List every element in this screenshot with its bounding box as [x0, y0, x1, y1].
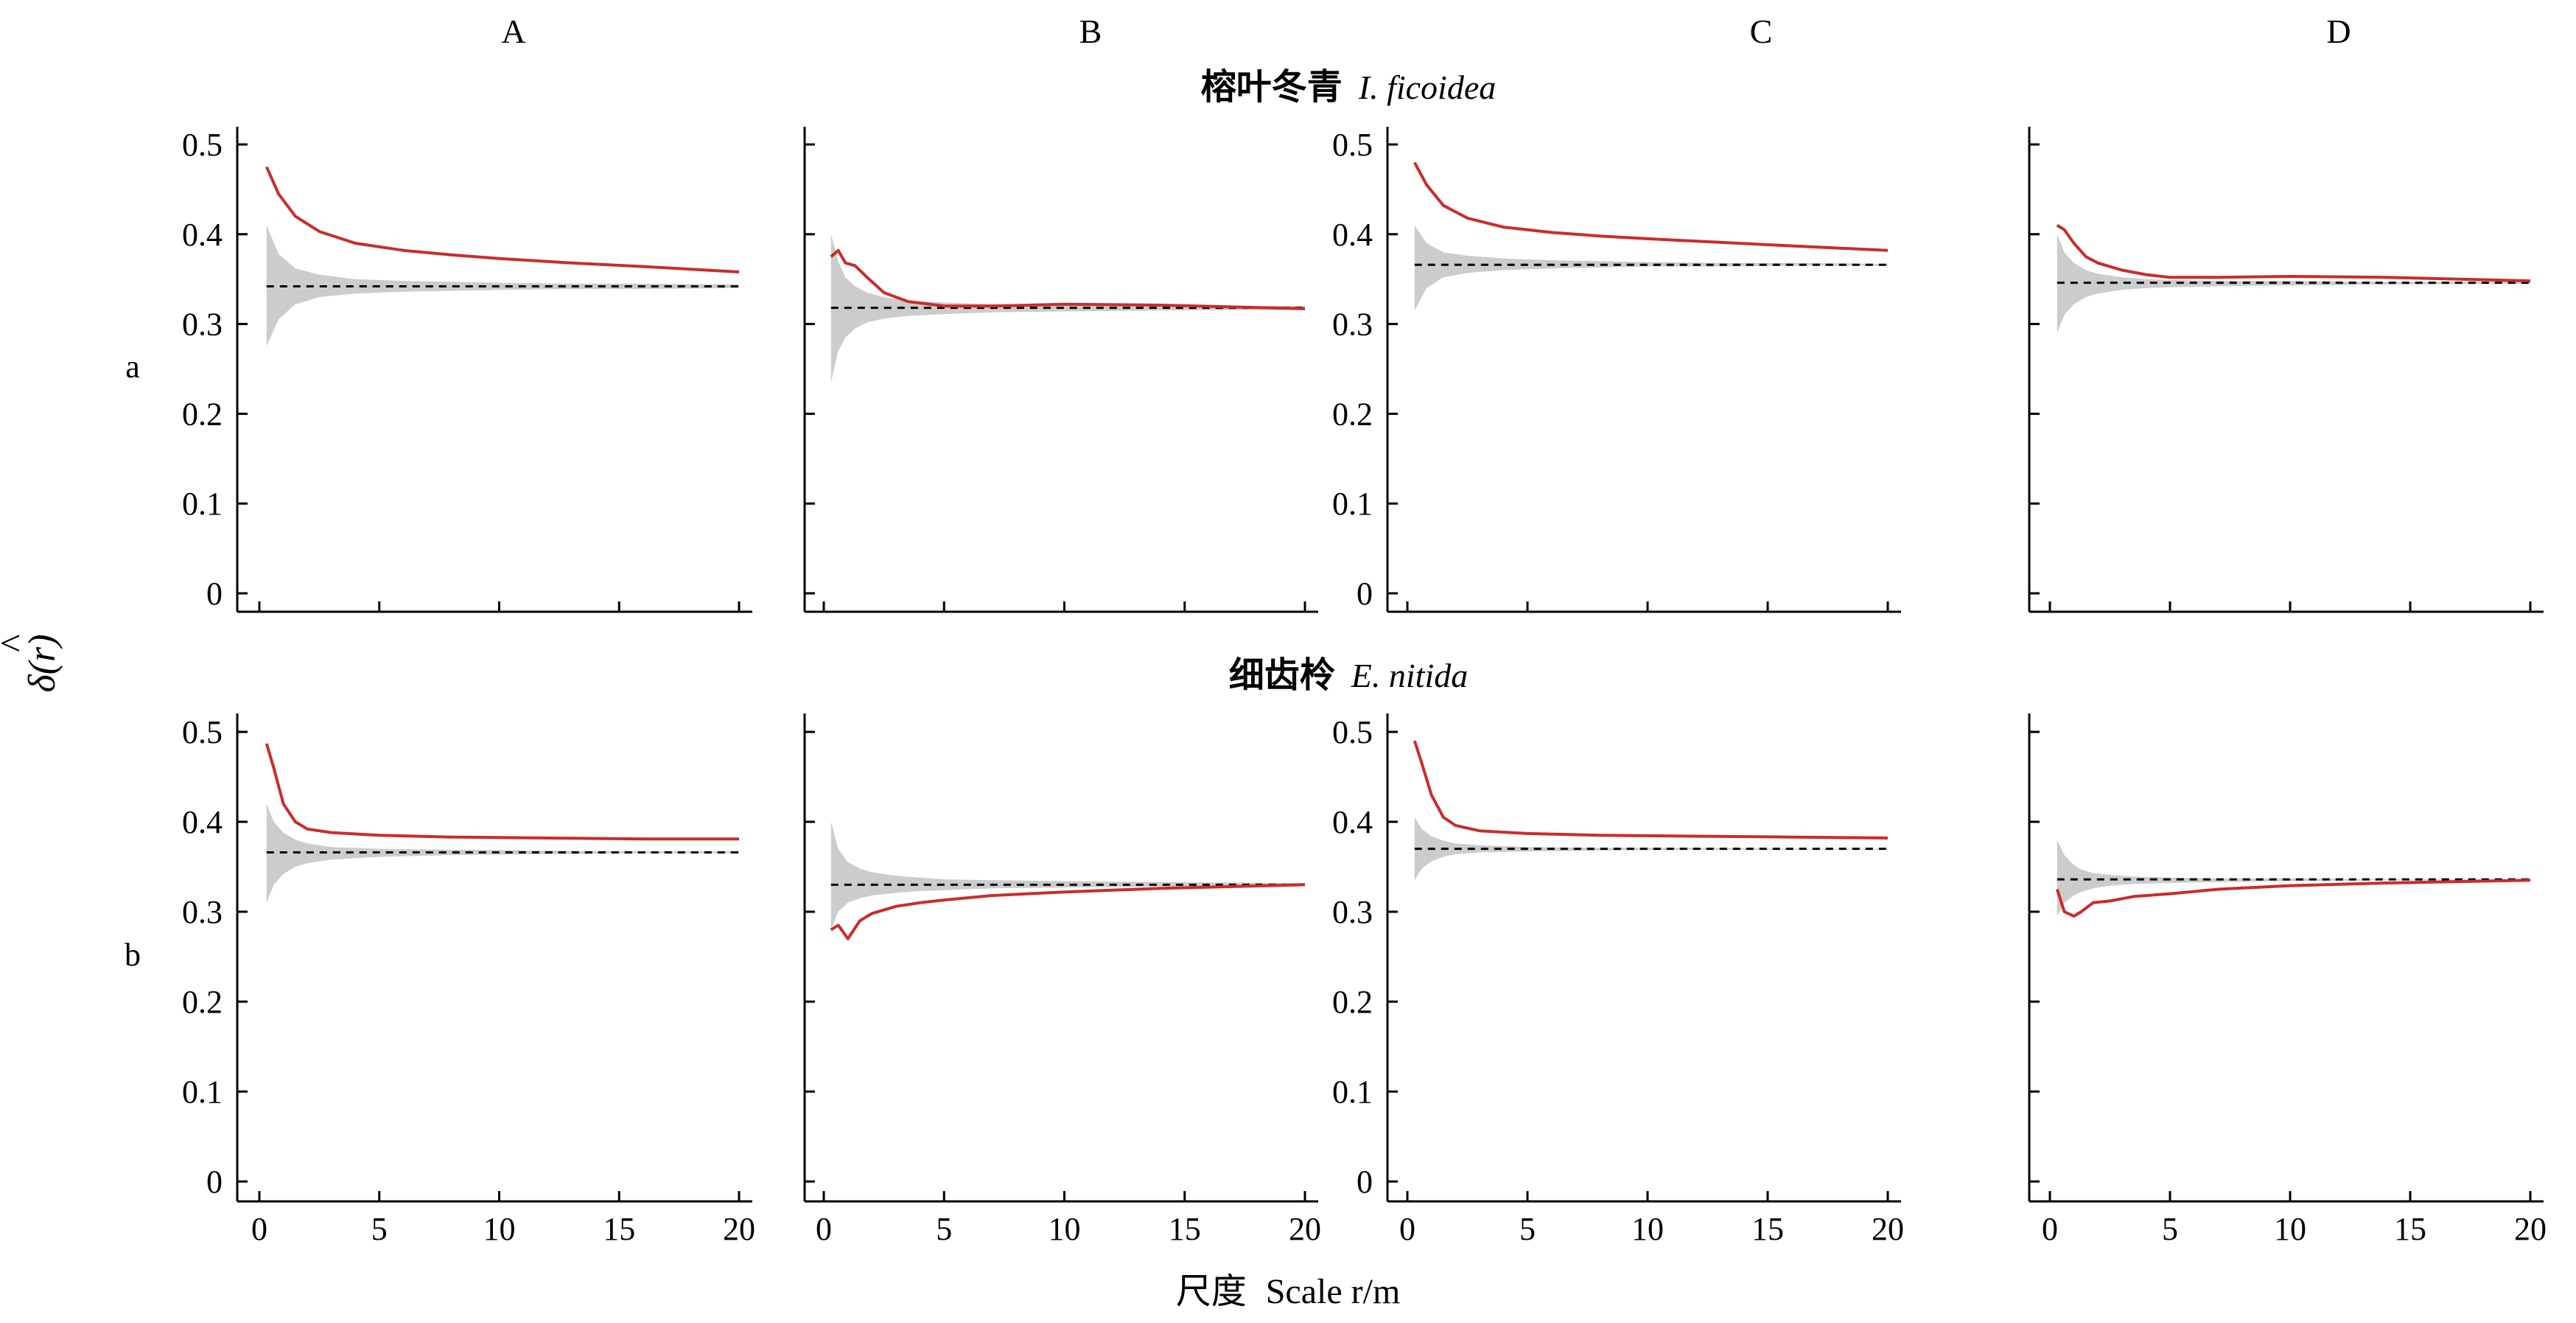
- row-a-title: 榕叶冬青 I. ficoidea: [1201, 66, 1497, 108]
- x-tick-label-b-B-5: 5: [936, 1211, 952, 1247]
- x-tick-label-b-A-5: 5: [371, 1211, 388, 1247]
- y-tick-label-b-C-0.4: 0.4: [1332, 804, 1373, 840]
- panel-a-D: [2028, 127, 2544, 613]
- x-tick-label-b-D-0: 0: [2042, 1211, 2058, 1247]
- panel-b-A: 0 5 10 15 20 0 0.1 0.2 0.3 0.4 0.5: [182, 713, 755, 1247]
- row-b-title-latin: E. nitida: [1351, 657, 1468, 694]
- y-tick-label-b-A-0: 0: [206, 1164, 223, 1200]
- x-tick-label-b-A-0: 0: [251, 1211, 267, 1247]
- y-tick-label-b-A-0.3: 0.3: [182, 894, 223, 930]
- panel-b-D: 0 5 10 15 20: [2028, 713, 2547, 1247]
- panel-b-B: 0 5 10 15 20: [803, 713, 1321, 1247]
- x-tick-label-b-B-20: 20: [1289, 1211, 1321, 1247]
- y-tick-label-b-A-0.1: 0.1: [182, 1074, 223, 1110]
- x-tick-label-b-C-15: 15: [1751, 1211, 1784, 1247]
- column-label-B: B: [1079, 13, 1102, 50]
- envelope-band-b-D: [2057, 839, 2530, 917]
- row-b-title-cn: 细齿柃: [1229, 654, 1335, 696]
- y-tick-label-a-C-0: 0: [1357, 576, 1373, 612]
- y-tick-label-a-A-0: 0: [206, 576, 223, 612]
- y-tick-label-a-A-0.2: 0.2: [182, 396, 223, 432]
- x-tick-label-b-D-10: 10: [2274, 1211, 2306, 1247]
- y-tick-label-a-A-0.3: 0.3: [182, 307, 223, 343]
- envelope-band-b-A: [266, 803, 739, 903]
- x-tick-label-b-C-20: 20: [1872, 1211, 1904, 1247]
- envelope-band-b-B: [830, 822, 1305, 930]
- y-tick-label-a-A-0.5: 0.5: [182, 127, 223, 163]
- envelope-band-b-C: [1414, 817, 1888, 881]
- y-tick-label-a-A-0.1: 0.1: [182, 486, 223, 522]
- y-tick-label-b-C-0.5: 0.5: [1332, 714, 1373, 750]
- observed-line-a-B: [830, 248, 1306, 310]
- observed-line-a-D: [2056, 223, 2531, 283]
- x-tick-label-b-D-5: 5: [2162, 1211, 2178, 1247]
- panel-a-B: [803, 127, 1318, 613]
- envelope-band-a-D: [2057, 234, 2530, 333]
- y-tick-label-b-C-0: 0: [1357, 1164, 1373, 1200]
- x-axis-label-cn: 尺度: [1176, 1271, 1247, 1312]
- x-tick-label-b-D-15: 15: [2394, 1211, 2426, 1247]
- envelope-band-a-C: [1414, 225, 1888, 311]
- y-tick-label-b-C-0.2: 0.2: [1332, 984, 1373, 1020]
- y-tick-label-b-C-0.3: 0.3: [1332, 894, 1373, 930]
- x-tick-label-b-C-0: 0: [1399, 1211, 1415, 1247]
- envelope-band-a-B: [830, 234, 1305, 383]
- y-tick-label-b-C-0.1: 0.1: [1332, 1074, 1373, 1110]
- panel-a-C: 0 0.1 0.2 0.3 0.4 0.5: [1332, 127, 1901, 613]
- x-tick-label-b-D-20: 20: [2514, 1211, 2547, 1247]
- x-tick-label-b-C-10: 10: [1631, 1211, 1664, 1247]
- y-tick-label-a-C-0.2: 0.2: [1332, 396, 1373, 432]
- x-tick-label-b-B-15: 15: [1169, 1211, 1201, 1247]
- observed-line-b-A: [265, 743, 739, 841]
- row-label-a: a: [125, 349, 140, 385]
- y-axis-label: ^ δ(r): [0, 634, 63, 692]
- x-tick-label-b-A-15: 15: [603, 1211, 635, 1247]
- x-tick-label-b-B-0: 0: [816, 1211, 832, 1247]
- observed-line-b-C: [1413, 740, 1889, 839]
- row-b-title: 细齿柃 E. nitida: [1229, 654, 1468, 696]
- row-a-title-latin: I. ficoidea: [1358, 69, 1497, 106]
- panels: 0 0.1 0.2 0.3 0.4 0.5 0 0.1 0.2 0.3 0.4 0.5 0 5 10 15 20…: [182, 127, 2547, 1247]
- x-tick-label-b-C-5: 5: [1519, 1211, 1536, 1247]
- observed-line-b-D: [2055, 879, 2531, 918]
- y-tick-label-a-A-0.4: 0.4: [182, 217, 223, 253]
- row-label-b: b: [125, 937, 141, 973]
- x-axis-label-en: Scale r/m: [1266, 1272, 1401, 1311]
- column-label-C: C: [1750, 13, 1773, 50]
- y-tick-label-b-A-0.2: 0.2: [182, 984, 223, 1020]
- x-tick-label-b-B-10: 10: [1049, 1211, 1081, 1247]
- y-tick-label-b-A-0.4: 0.4: [182, 804, 223, 840]
- row-a-title-cn: 榕叶冬青: [1201, 66, 1343, 108]
- column-label-D: D: [2326, 13, 2351, 50]
- observed-line-a-C: [1413, 161, 1889, 252]
- panel-a-A: 0 0.1 0.2 0.3 0.4 0.5: [182, 127, 752, 613]
- y-tick-label-a-C-0.3: 0.3: [1332, 307, 1373, 343]
- observed-line-b-B: [830, 883, 1306, 940]
- y-tick-label-a-C-0.1: 0.1: [1332, 486, 1373, 522]
- observed-line-a-A: [265, 166, 740, 273]
- y-axis-label-hat: ^: [0, 635, 35, 653]
- x-axis-label: 尺度 Scale r/m: [1176, 1271, 1401, 1312]
- envelope-band-a-A: [266, 225, 739, 346]
- x-tick-label-b-A-10: 10: [483, 1211, 516, 1247]
- y-tick-label-a-C-0.5: 0.5: [1332, 127, 1373, 163]
- y-axis-label-text: δ(r): [21, 634, 63, 692]
- column-label-A: A: [501, 13, 525, 50]
- x-tick-label-b-A-20: 20: [723, 1211, 755, 1247]
- panel-b-C: 0 5 10 15 20 0 0.1 0.2 0.3 0.4 0.5: [1332, 713, 1904, 1247]
- y-tick-label-b-A-0.5: 0.5: [182, 714, 223, 750]
- y-tick-label-a-C-0.4: 0.4: [1332, 217, 1373, 253]
